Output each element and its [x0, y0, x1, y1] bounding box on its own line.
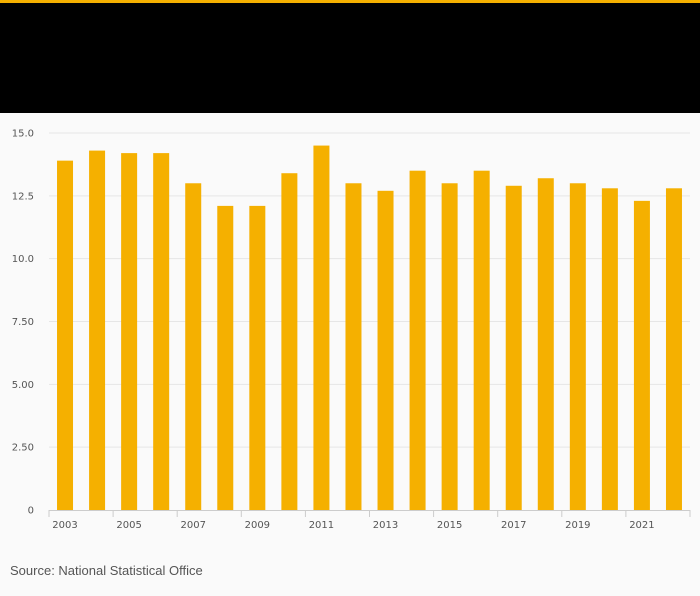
bar-2012	[345, 183, 362, 510]
bar-2022	[665, 188, 682, 510]
axes: 0 2.50 5.00 7.50 10.0 12.5 15.0 2003 2005 2007 200…	[12, 129, 691, 531]
y-tick-label: 15.0	[12, 129, 34, 140]
bar-2003	[57, 160, 74, 510]
x-tick-label: 2021	[629, 520, 654, 531]
bar-2006	[153, 153, 170, 510]
chart-header-banner	[0, 0, 700, 113]
gridlines	[49, 132, 690, 448]
y-tick-label: 10.0	[12, 254, 34, 265]
y-tick-label: 5.00	[12, 380, 34, 391]
bar-2019	[569, 183, 586, 510]
bar-2014	[409, 170, 426, 510]
source-note: Source: National Statistical Office	[10, 563, 203, 578]
x-tick-label: 2017	[501, 520, 526, 531]
x-tick-label: 2011	[309, 520, 334, 531]
x-tick-label: 2003	[52, 520, 77, 531]
bar-2007	[185, 183, 202, 510]
bar-2013	[377, 190, 394, 510]
x-tick-label: 2013	[373, 520, 398, 531]
y-tick-label: 2.50	[12, 443, 34, 454]
bars	[57, 145, 682, 511]
bar-2009	[249, 205, 266, 510]
y-tick-label: 0	[28, 506, 34, 517]
y-tick-label: 12.5	[12, 191, 34, 202]
x-tick-label: 2005	[116, 520, 141, 531]
bar-2010	[281, 173, 298, 511]
bar-2011	[313, 145, 330, 511]
bar-2016	[473, 170, 490, 510]
bar-2005	[121, 153, 138, 510]
x-tick-label: 2019	[565, 520, 590, 531]
bar-2008	[217, 205, 234, 510]
bar-chart: 0 2.50 5.00 7.50 10.0 12.5 15.0 2003 2005 2007 200…	[12, 129, 691, 531]
y-tick-label: 7.50	[12, 317, 34, 328]
bar-2017	[505, 185, 522, 510]
bar-2020	[601, 188, 618, 510]
x-tick-label: 2015	[437, 520, 462, 531]
chart-area: 0 2.50 5.00 7.50 10.0 12.5 15.0 2003 2005 2007 200…	[0, 113, 700, 553]
bar-2021	[633, 200, 650, 511]
bar-2004	[89, 150, 106, 511]
bar-2018	[537, 178, 554, 510]
x-tick-label: 2009	[245, 520, 270, 531]
bar-2015	[441, 183, 458, 510]
x-tick-label: 2007	[180, 520, 205, 531]
